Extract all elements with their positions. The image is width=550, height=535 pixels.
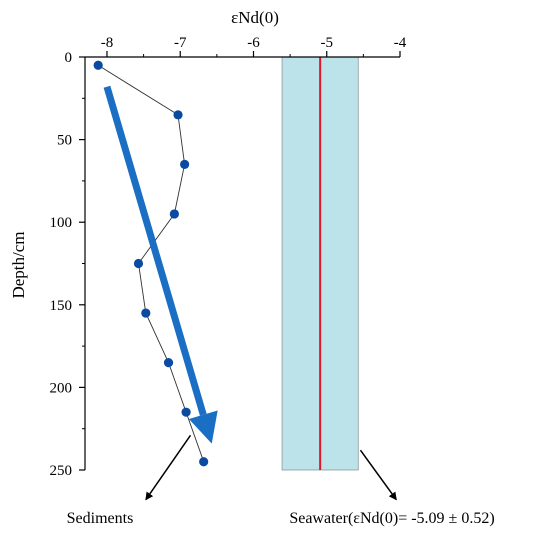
x-axis-title: εNd(0) [231, 8, 279, 27]
data-point [180, 159, 190, 169]
y-tick-label: 200 [50, 380, 73, 396]
x-tick-label: -7 [174, 35, 187, 51]
x-tick-label: -6 [247, 35, 260, 51]
data-point [163, 358, 174, 368]
y-tick-label: 250 [50, 463, 73, 479]
data-point [93, 60, 103, 70]
y-tick-label: 150 [50, 298, 73, 314]
y-tick-label: 100 [50, 215, 73, 231]
x-tick-label: -5 [320, 35, 333, 51]
trend-arrow-shaft [103, 85, 207, 416]
seawater-band-layer [281, 56, 359, 471]
seawater-annotation-label: Seawater(εNd(0)= -5.09 ± 0.52) [289, 510, 494, 527]
sediments-annotation-arrow [145, 434, 192, 501]
axes: -8 -7 -6 -5 -4 0 50 100 150 200 250 [50, 35, 407, 479]
trend-arrow-head [188, 410, 218, 444]
y-axis-title: Depth/cm [9, 231, 28, 298]
y-tick-label: 0 [65, 50, 73, 66]
trend-arrow-layer [103, 85, 218, 444]
sediment-series [93, 60, 209, 467]
series-line [97, 64, 205, 462]
y-tick-label: 50 [57, 133, 72, 149]
data-point [173, 110, 183, 120]
data-point [199, 457, 209, 467]
x-tick-label: -8 [101, 35, 114, 51]
annotations: Sediments Seawater(εNd(0)= -5.09 ± 0.52) [67, 434, 495, 527]
data-point [169, 209, 179, 219]
data-point [133, 258, 144, 269]
seawater-annotation-arrow [359, 449, 397, 501]
data-point [181, 407, 191, 417]
x-tick-label: -4 [394, 35, 407, 51]
data-point [141, 308, 151, 318]
sediments-annotation-label: Sediments [67, 510, 134, 527]
